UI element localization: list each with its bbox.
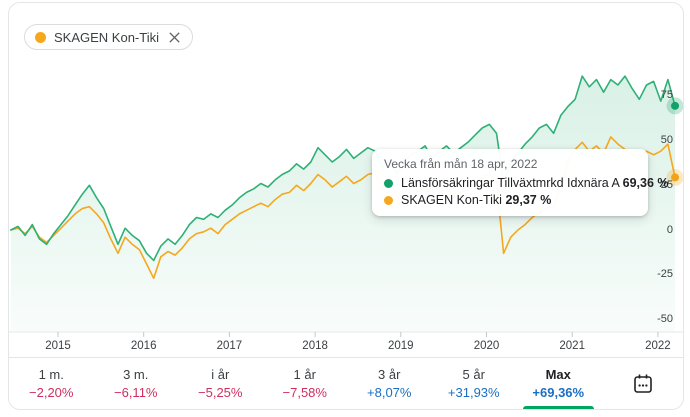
y-tick-label: 75 [660,89,673,102]
period-button-1y[interactable]: 1 år −7,58% [282,367,327,400]
chart-tooltip: Vecka från mån 18 apr, 2022 Länsförsäkri… [372,149,669,216]
tooltip-series-value: 69,36 % [622,176,669,190]
close-icon[interactable] [167,30,182,45]
selected-period-underline [522,406,594,409]
y-tick-label: 25 [660,178,673,191]
performance-line-chart[interactable] [9,3,684,343]
tooltip-series-value: 29,37 % [505,193,552,207]
x-tick-label: 2017 [216,340,243,352]
x-tick-label: 2018 [302,340,328,352]
y-tick-label: -50 [657,313,673,325]
period-button-5y[interactable]: 5 år +31,93% [447,367,500,400]
period-button-1m[interactable]: 1 m. −2,20% [29,367,74,400]
chip-label: SKAGEN Kon-Tiki [54,29,159,45]
fund-chart-card: SKAGEN Kon-Tiki 75 50 25 0 -25 -50 2015 … [8,2,684,410]
y-tick-label: 0 [666,223,673,236]
tooltip-series-name: Länsförsäkringar Tillväxtmrkd Idxnära A [401,176,620,190]
calendar-icon [633,374,652,393]
tooltip-series-name: SKAGEN Kon-Tiki [401,193,502,207]
period-button-3y[interactable]: 3 år +8,07% [367,367,412,400]
series-dot-icon [384,178,393,188]
x-tick-label: 2016 [130,340,157,352]
tooltip-row: SKAGEN Kon-Tiki 29,37 % [384,193,636,207]
x-tick-label: 2019 [388,340,414,352]
period-selector-bar: 1 m. −2,20% 3 m. −6,11% i år −5,25% 1 år… [9,357,684,409]
x-tick-label: 2015 [45,340,71,352]
period-button-max[interactable]: Max +69,36% [516,358,601,409]
period-button-3m[interactable]: 3 m. −6,11% [114,367,158,400]
series-dot-icon [384,195,393,205]
tooltip-date: Vecka från mån 18 apr, 2022 [384,157,538,171]
x-tick-label: 2022 [645,340,671,352]
y-tick-label: 50 [660,134,673,146]
tooltip-row: Länsförsäkringar Tillväxtmrkd Idxnära A … [384,176,669,190]
x-tick-label: 2021 [559,340,585,352]
y-tick-label: -25 [657,268,673,281]
compare-fund-chip[interactable]: SKAGEN Kon-Tiki [24,24,193,50]
period-button-ytd[interactable]: i år −5,25% [198,367,243,400]
custom-date-range-button[interactable] [601,358,684,409]
fund-color-dot [35,31,46,43]
x-tick-label: 2020 [473,340,500,352]
